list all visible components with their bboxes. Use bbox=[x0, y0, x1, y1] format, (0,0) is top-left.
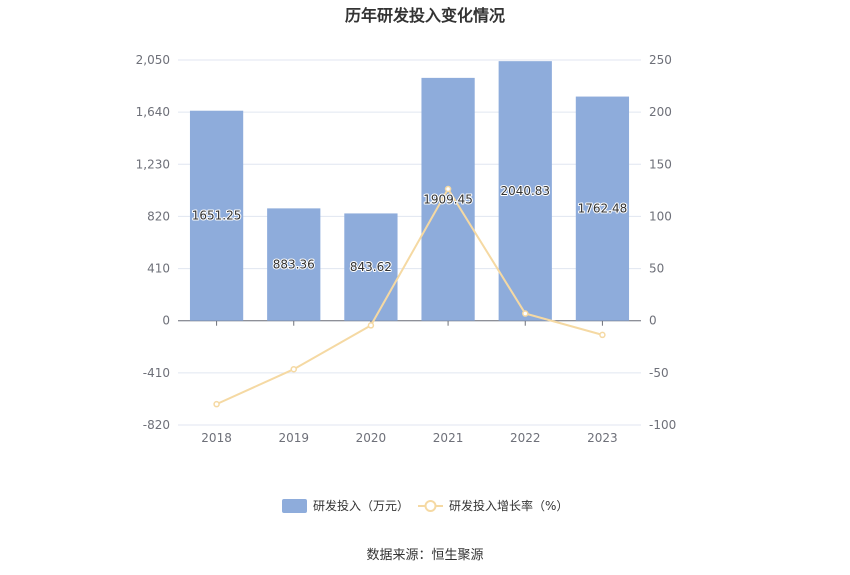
bar-value-label: 843.62 bbox=[350, 260, 392, 274]
right-tick-label: 200 bbox=[649, 105, 672, 119]
line-point[interactable] bbox=[367, 322, 375, 329]
left-tick-label: 0 bbox=[162, 314, 170, 328]
bar[interactable] bbox=[344, 213, 398, 321]
bar-value-label: 1651.25 bbox=[192, 209, 242, 223]
line-point[interactable] bbox=[213, 400, 220, 408]
bar[interactable] bbox=[267, 208, 321, 321]
left-tick-label: 1,230 bbox=[136, 157, 170, 171]
left-tick-label: 410 bbox=[147, 262, 170, 276]
left-tick-label: 820 bbox=[147, 209, 170, 223]
line-point[interactable] bbox=[444, 185, 452, 193]
bar-series bbox=[189, 61, 630, 321]
bar-value-label: 2040.83 bbox=[500, 184, 550, 198]
left-tick-label: 1,640 bbox=[136, 105, 170, 119]
legend: 研发投入（万元） 研发投入增长率（%） bbox=[282, 498, 568, 513]
legend-bar-swatch bbox=[282, 499, 307, 513]
line-point[interactable] bbox=[599, 331, 606, 339]
x-tick-label: 2020 bbox=[356, 431, 387, 445]
bar[interactable] bbox=[189, 110, 244, 321]
x-axis: 2018 2019 2020 2021 2022 2023 bbox=[178, 320, 641, 445]
line-series bbox=[213, 185, 606, 408]
line-point[interactable] bbox=[290, 365, 297, 373]
left-tick-label: -410 bbox=[143, 366, 170, 380]
right-tick-label: -50 bbox=[649, 366, 669, 380]
x-tick-label: 2018 bbox=[201, 431, 232, 445]
bar-value-label: 1909.45 bbox=[423, 192, 473, 206]
chart-title: 历年研发投入变化情况 bbox=[345, 6, 505, 25]
right-tick-label: 100 bbox=[649, 209, 672, 223]
bar[interactable] bbox=[498, 61, 552, 321]
left-axis: 2,050 1,640 1,230 820 410 0 -410 -820 bbox=[136, 53, 170, 432]
right-tick-label: -100 bbox=[649, 418, 676, 432]
x-tick-label: 2022 bbox=[510, 431, 541, 445]
data-source: 数据来源：恒生聚源 bbox=[366, 548, 483, 563]
legend-line-label: 研发投入增长率（%） bbox=[449, 498, 568, 513]
right-axis: 250 200 150 100 50 0 -50 -100 bbox=[649, 53, 676, 432]
bar-labels: 1651.25 883.36 843.62 1909.45 2040.83 1762.48 bbox=[191, 183, 628, 275]
line-point[interactable] bbox=[522, 310, 529, 317]
x-tick-label: 2023 bbox=[587, 431, 618, 445]
x-tick-label: 2019 bbox=[278, 431, 309, 445]
bar[interactable] bbox=[421, 77, 475, 321]
right-tick-label: 150 bbox=[649, 157, 672, 171]
bar-value-label: 883.36 bbox=[273, 258, 315, 272]
right-tick-label: 250 bbox=[649, 53, 672, 67]
bar[interactable] bbox=[575, 96, 630, 321]
grid bbox=[178, 59, 641, 426]
bar-value-label: 1762.48 bbox=[578, 202, 628, 216]
legend-line-marker bbox=[424, 500, 437, 512]
legend-item-bar[interactable]: 研发投入（万元） bbox=[282, 498, 409, 513]
growth-line bbox=[216, 187, 603, 406]
left-tick-label: -820 bbox=[143, 418, 170, 432]
left-tick-label: 2,050 bbox=[136, 53, 170, 67]
legend-item-line[interactable]: 研发投入增长率（%） bbox=[418, 498, 568, 513]
x-tick-label: 2021 bbox=[433, 431, 464, 445]
right-tick-label: 50 bbox=[649, 262, 664, 276]
right-tick-label: 0 bbox=[649, 314, 657, 328]
legend-bar-label: 研发投入（万元） bbox=[313, 498, 409, 513]
